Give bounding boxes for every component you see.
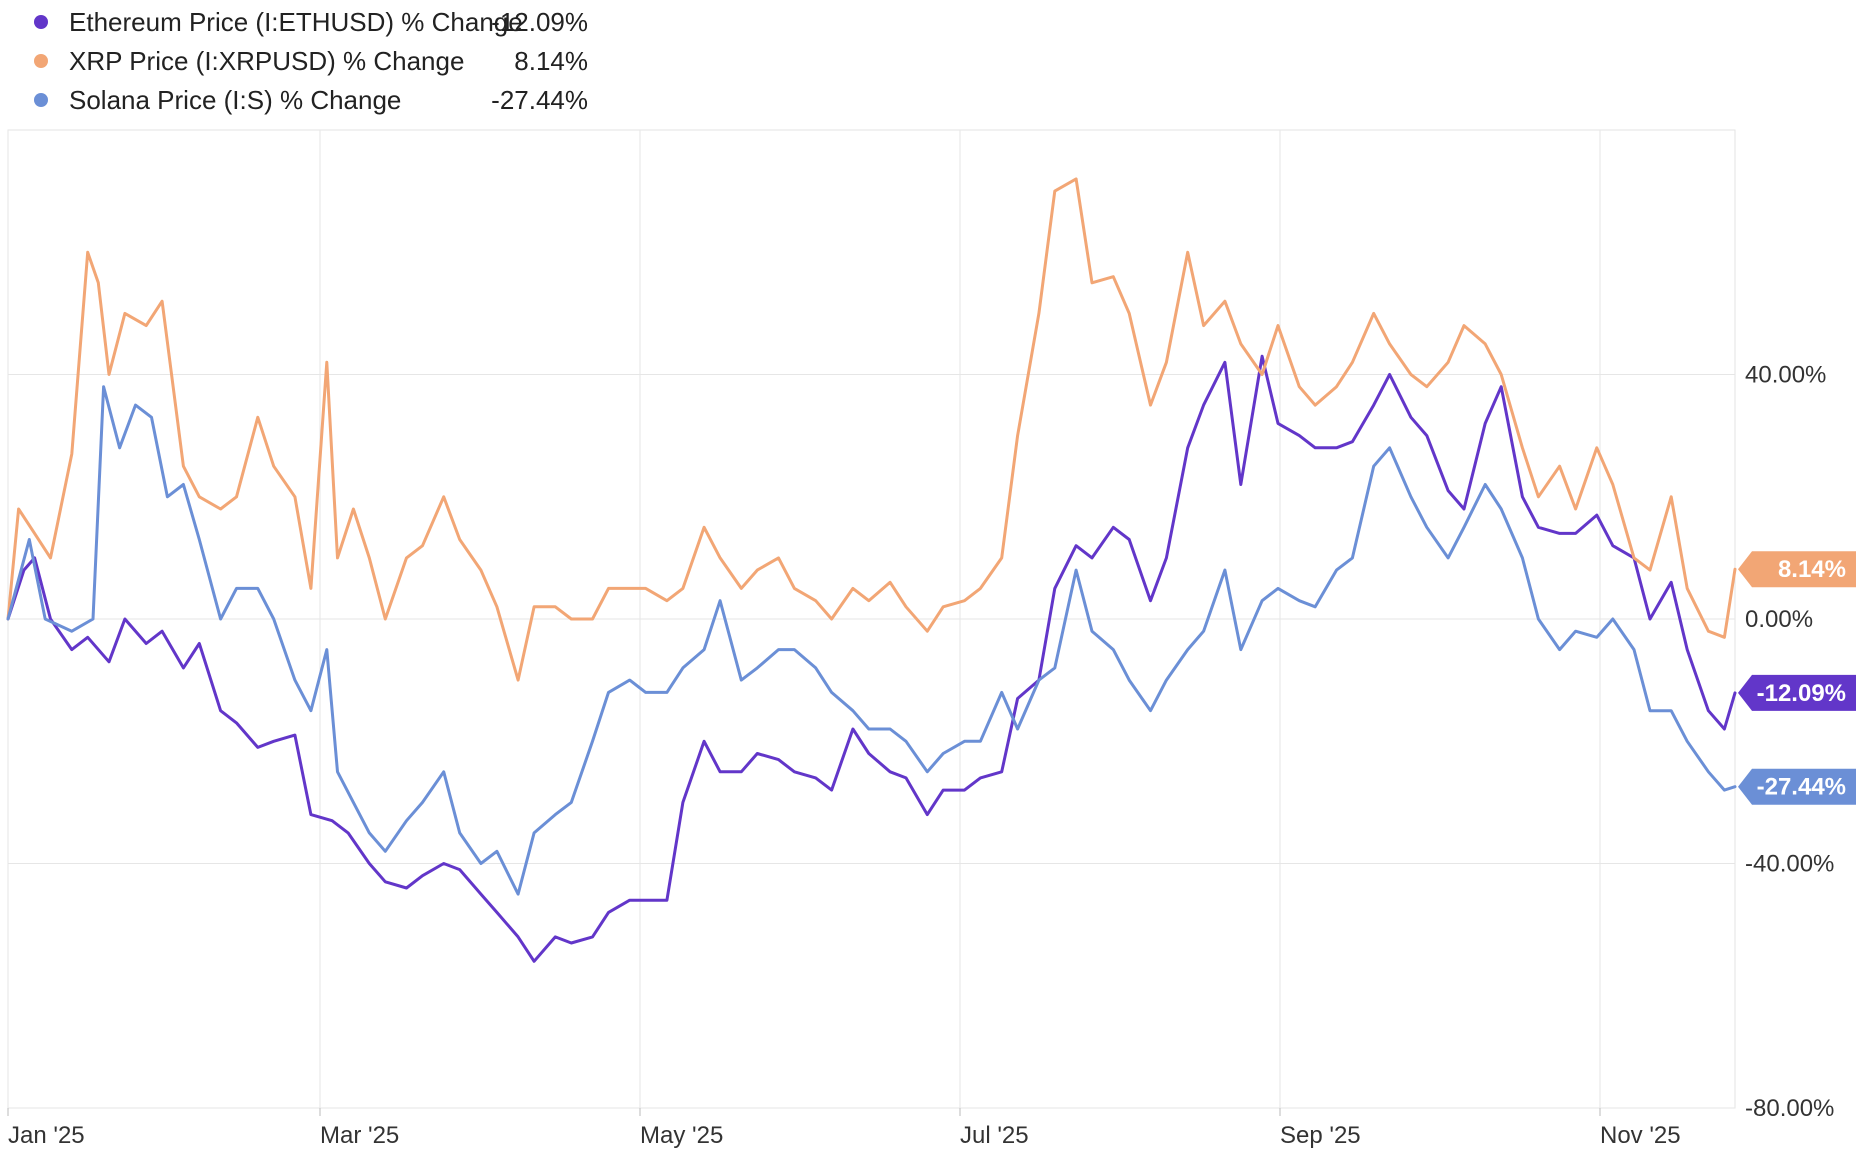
legend-series-name: Solana Price (I:S) % Change [69,85,401,115]
last-value-badge [1738,674,1856,711]
series-line [6,354,1737,963]
x-tick-label: Sep '25 [1280,1122,1361,1149]
legend-series-value: -12.09% [491,7,588,37]
x-tick-label: Jan '25 [8,1122,85,1149]
last-value-badge-label: 8.14% [1778,556,1846,583]
legend-series-value: -27.44% [491,85,588,115]
y-tick-label: 0.00% [1745,606,1813,633]
series-line [6,385,1737,896]
last-value-badge-label: -12.09% [1757,680,1846,707]
series-lines [6,177,1737,963]
x-axis-ticks: Jan '25 Mar '25 May '25 Jul '25 Sep '25 Nov '… [7,1108,1681,1149]
y-tick-label: 40.00% [1745,362,1826,389]
chart-legend: Ethereum Price (I:ETHUSD) % Change-12.09… [34,7,588,115]
x-tick-label: May '25 [640,1122,723,1149]
last-value-badges: -12.09% 8.14% -27.44% [1738,551,1856,805]
x-tick-label: Nov '25 [1600,1122,1681,1149]
legend-series-value: 8.14% [514,46,588,76]
legend-series-name: Ethereum Price (I:ETHUSD) % Change [69,7,523,37]
y-axis-ticks: 40.00% 0.00% -40.00% -80.00% [1745,362,1834,1123]
x-tick-label: Jul '25 [960,1122,1029,1149]
legend-dot [34,15,48,29]
legend-dot [34,93,48,107]
grid-lines [7,129,1736,1109]
y-tick-label: -40.00% [1745,851,1834,878]
last-value-badge-label: -27.44% [1757,774,1846,801]
legend-dot [34,54,48,68]
x-tick-label: Mar '25 [320,1122,399,1149]
last-value-badge [1738,768,1856,805]
series-line [6,177,1737,682]
legend-series-name: XRP Price (I:XRPUSD) % Change [69,46,464,76]
last-value-badge [1738,551,1856,588]
y-tick-label: -80.00% [1745,1095,1834,1122]
